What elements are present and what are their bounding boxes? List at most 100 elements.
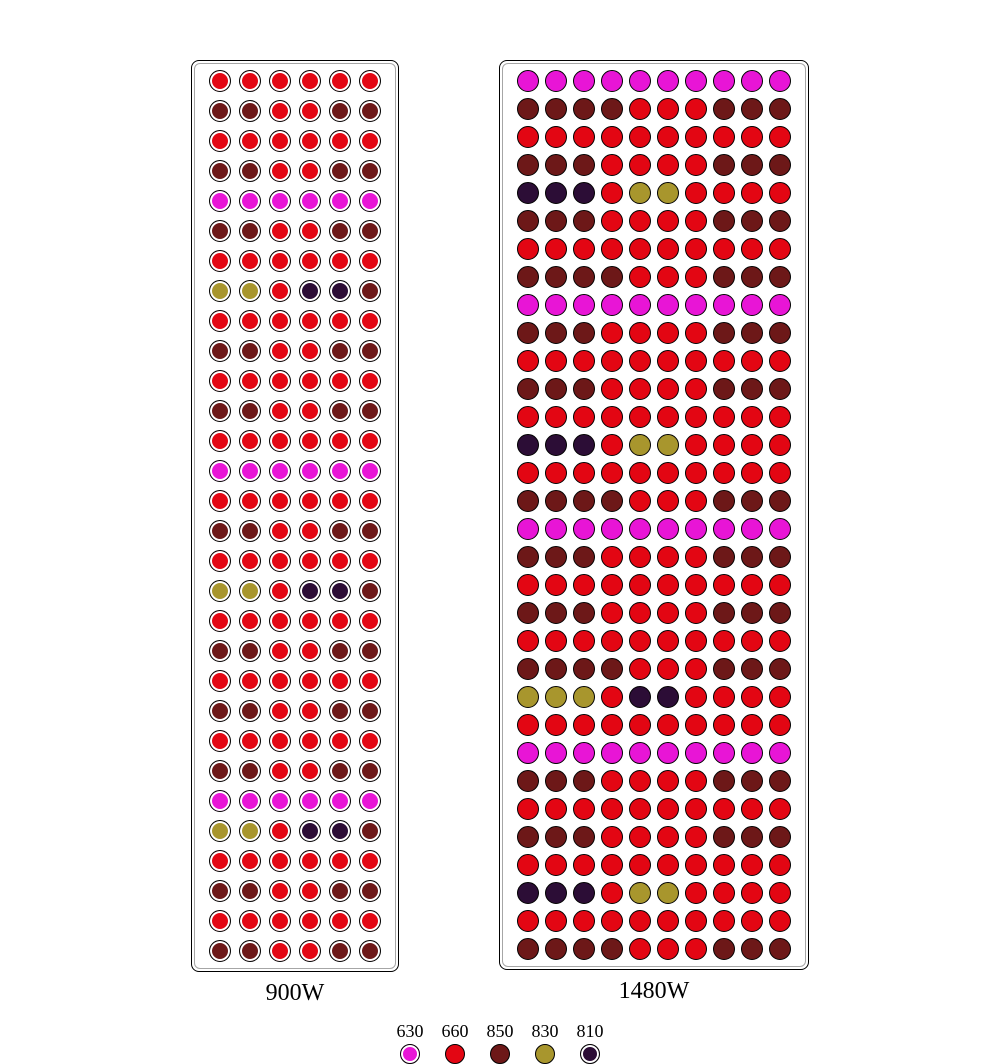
led bbox=[299, 790, 321, 812]
led bbox=[359, 340, 381, 362]
led bbox=[657, 210, 679, 232]
led bbox=[269, 130, 291, 152]
led bbox=[769, 238, 791, 260]
led bbox=[741, 882, 763, 904]
led bbox=[741, 602, 763, 624]
led bbox=[359, 70, 381, 92]
led bbox=[209, 700, 231, 722]
led bbox=[299, 880, 321, 902]
legend-swatch bbox=[535, 1044, 555, 1064]
led bbox=[713, 350, 735, 372]
led bbox=[601, 350, 623, 372]
led bbox=[239, 850, 261, 872]
led bbox=[769, 154, 791, 176]
led bbox=[601, 938, 623, 960]
led bbox=[359, 130, 381, 152]
led bbox=[359, 100, 381, 122]
led bbox=[209, 190, 231, 212]
led bbox=[239, 400, 261, 422]
led bbox=[299, 730, 321, 752]
led bbox=[601, 630, 623, 652]
led bbox=[573, 126, 595, 148]
led bbox=[545, 742, 567, 764]
led bbox=[601, 658, 623, 680]
led bbox=[545, 350, 567, 372]
led bbox=[741, 70, 763, 92]
legend-label: 810 bbox=[577, 1021, 604, 1042]
led bbox=[209, 610, 231, 632]
led bbox=[769, 350, 791, 372]
led bbox=[741, 266, 763, 288]
led bbox=[209, 100, 231, 122]
led bbox=[329, 430, 351, 452]
led bbox=[209, 220, 231, 242]
led bbox=[239, 430, 261, 452]
led bbox=[713, 798, 735, 820]
led bbox=[601, 154, 623, 176]
led bbox=[545, 798, 567, 820]
led bbox=[545, 266, 567, 288]
led bbox=[209, 850, 231, 872]
led bbox=[299, 460, 321, 482]
led bbox=[517, 602, 539, 624]
led bbox=[299, 610, 321, 632]
led bbox=[329, 580, 351, 602]
led bbox=[629, 462, 651, 484]
legend: 630660850830810 bbox=[397, 1021, 604, 1064]
led bbox=[573, 322, 595, 344]
legend-swatch bbox=[445, 1044, 465, 1064]
led bbox=[545, 854, 567, 876]
legend-label: 850 bbox=[487, 1021, 514, 1042]
led bbox=[741, 910, 763, 932]
led bbox=[545, 154, 567, 176]
led bbox=[517, 742, 539, 764]
led bbox=[239, 160, 261, 182]
led bbox=[573, 770, 595, 792]
led bbox=[239, 730, 261, 752]
led bbox=[359, 670, 381, 692]
led bbox=[573, 574, 595, 596]
led bbox=[685, 910, 707, 932]
led bbox=[517, 770, 539, 792]
led bbox=[329, 790, 351, 812]
led bbox=[713, 854, 735, 876]
led bbox=[269, 190, 291, 212]
led bbox=[545, 98, 567, 120]
led bbox=[329, 520, 351, 542]
led bbox=[209, 880, 231, 902]
led bbox=[685, 826, 707, 848]
panel-caption: 1480W bbox=[619, 978, 690, 1005]
led bbox=[629, 770, 651, 792]
led bbox=[769, 294, 791, 316]
led bbox=[329, 910, 351, 932]
led bbox=[769, 826, 791, 848]
led bbox=[713, 294, 735, 316]
led bbox=[239, 790, 261, 812]
led bbox=[573, 910, 595, 932]
led bbox=[299, 130, 321, 152]
led bbox=[239, 130, 261, 152]
led bbox=[657, 378, 679, 400]
led bbox=[741, 182, 763, 204]
led bbox=[685, 70, 707, 92]
led bbox=[629, 854, 651, 876]
led bbox=[657, 294, 679, 316]
led bbox=[629, 546, 651, 568]
led bbox=[209, 460, 231, 482]
led bbox=[269, 640, 291, 662]
led bbox=[359, 730, 381, 752]
legend-item: 630 bbox=[397, 1021, 424, 1064]
led bbox=[545, 126, 567, 148]
led bbox=[545, 574, 567, 596]
led bbox=[573, 378, 595, 400]
led bbox=[269, 520, 291, 542]
led bbox=[239, 250, 261, 272]
led bbox=[741, 518, 763, 540]
led bbox=[713, 714, 735, 736]
led-grid bbox=[196, 67, 394, 965]
led bbox=[239, 520, 261, 542]
led bbox=[769, 770, 791, 792]
led bbox=[329, 310, 351, 332]
led bbox=[741, 490, 763, 512]
led bbox=[713, 182, 735, 204]
